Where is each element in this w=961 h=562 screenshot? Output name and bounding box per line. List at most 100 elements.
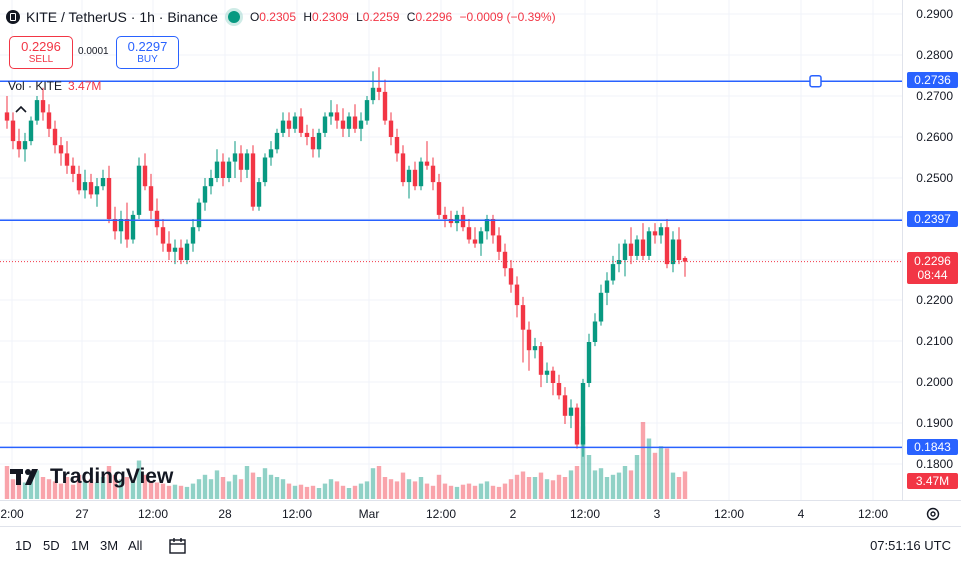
candle-body bbox=[172, 247, 178, 252]
tradingview-logo-text: TradingView bbox=[50, 465, 174, 488]
candle-body bbox=[262, 157, 268, 183]
tradingview-logo[interactable]: TradingView bbox=[10, 465, 173, 489]
volume-bar bbox=[250, 472, 256, 499]
candle-body bbox=[52, 128, 58, 146]
volume-bar bbox=[166, 485, 172, 499]
symbol-legend: KITE / TetherUS · 1h · Binance O0.2305 H… bbox=[6, 9, 560, 25]
symbol-title[interactable]: KITE / TetherUS · 1h · Binance bbox=[26, 9, 218, 25]
candle-body bbox=[634, 239, 640, 256]
candle-body bbox=[430, 165, 436, 183]
volume-bar bbox=[232, 474, 238, 499]
candle-body bbox=[418, 161, 424, 187]
volume-bar bbox=[328, 479, 334, 499]
line-drag-handle[interactable] bbox=[809, 74, 822, 88]
date-range-calendar-icon[interactable] bbox=[168, 537, 188, 555]
candle-body bbox=[76, 173, 82, 191]
candle-body bbox=[70, 165, 76, 174]
collapse-legend-button[interactable] bbox=[12, 100, 30, 118]
candle-body bbox=[304, 132, 310, 137]
candle-body bbox=[82, 182, 88, 191]
candle-body bbox=[406, 169, 412, 183]
candle-body bbox=[214, 161, 220, 178]
candle-body bbox=[160, 227, 166, 244]
bottom-toolbar: 1D 5D 1M 3M All 07:51:16 UTC bbox=[0, 526, 961, 562]
candle-body bbox=[454, 214, 460, 224]
low-value: 0.2259 bbox=[362, 10, 400, 24]
volume-bar bbox=[640, 422, 646, 499]
market-open-icon bbox=[227, 11, 240, 23]
settings-gear-icon[interactable] bbox=[924, 506, 942, 522]
line-price-label-top[interactable]: 0.2736 bbox=[907, 72, 958, 88]
sell-button[interactable]: 0.2296 SELL bbox=[9, 36, 73, 69]
price-axis[interactable]: 0.2900 0.2800 0.2700 0.2600 0.2500 0.220… bbox=[902, 0, 961, 500]
volume-bar bbox=[652, 452, 658, 499]
volume-bar bbox=[358, 483, 364, 499]
candle-body bbox=[220, 161, 226, 178]
buy-price: 0.2297 bbox=[127, 39, 168, 54]
bar-countdown: 08:44 bbox=[917, 268, 948, 282]
volume-bar bbox=[70, 484, 76, 499]
price-tick: 0.2900 bbox=[916, 7, 953, 21]
candle-body bbox=[124, 219, 130, 240]
candle-body bbox=[280, 120, 286, 133]
candle-body bbox=[676, 239, 682, 260]
candle-body bbox=[112, 219, 118, 232]
chart-area[interactable]: KITE / TetherUS · 1h · Binance O0.2305 H… bbox=[0, 0, 902, 500]
volume-bar bbox=[424, 483, 430, 499]
candle-body bbox=[58, 145, 64, 154]
candle-body bbox=[268, 149, 274, 158]
range-1m-button[interactable]: 1M bbox=[71, 538, 90, 553]
volume-bar bbox=[658, 446, 664, 499]
time-axis[interactable]: 2:00 27 12:00 28 12:00 Mar 12:00 2 12:00… bbox=[0, 500, 961, 527]
volume-bar bbox=[88, 479, 94, 499]
volume-bar bbox=[394, 481, 400, 499]
volume-bar bbox=[58, 483, 64, 499]
candle-body bbox=[334, 112, 340, 121]
volume-bar bbox=[550, 480, 556, 499]
candle-body bbox=[232, 153, 238, 162]
low-label: L bbox=[356, 10, 363, 24]
time-tick: 3 bbox=[653, 507, 661, 521]
tradingview-logo-icon bbox=[10, 469, 38, 485]
candle-body bbox=[118, 219, 124, 232]
volume-bar bbox=[124, 477, 130, 499]
candle-body bbox=[142, 165, 148, 187]
volume-axis-label: 3.47M bbox=[907, 473, 958, 489]
candle-body bbox=[106, 178, 112, 219]
candle-body bbox=[4, 112, 10, 121]
volume-bar bbox=[364, 481, 370, 499]
volume-bar bbox=[214, 470, 220, 499]
price-tick: 0.2000 bbox=[916, 375, 953, 389]
sell-label: SELL bbox=[28, 54, 54, 65]
volume-bar bbox=[226, 481, 232, 499]
volume-bar bbox=[238, 479, 244, 499]
candlestick-chart[interactable] bbox=[0, 0, 902, 500]
buy-button[interactable]: 0.2297 BUY bbox=[116, 36, 179, 69]
range-3m-button[interactable]: 3M bbox=[100, 538, 119, 553]
time-tick: 4 bbox=[797, 507, 805, 521]
volume-bar bbox=[508, 479, 514, 499]
volume-legend[interactable]: Vol · KITE 3.47M bbox=[8, 79, 101, 93]
candle-body bbox=[478, 231, 484, 244]
candle-body bbox=[46, 112, 52, 129]
volume-bar bbox=[526, 477, 532, 499]
close-value: 0.2296 bbox=[415, 10, 453, 24]
candle-body bbox=[292, 116, 298, 129]
candle-body bbox=[346, 116, 352, 129]
time-tick: 2:00 bbox=[0, 507, 24, 521]
range-5d-button[interactable]: 5D bbox=[43, 538, 60, 553]
range-all-button[interactable]: All bbox=[128, 538, 143, 553]
candle-body bbox=[286, 120, 292, 129]
volume-bar bbox=[10, 479, 16, 499]
candle-body bbox=[154, 210, 160, 228]
candle-body bbox=[646, 231, 652, 256]
utc-clock[interactable]: 07:51:16 UTC bbox=[870, 538, 951, 553]
range-1d-button[interactable]: 1D bbox=[15, 538, 32, 553]
candle-body bbox=[442, 214, 448, 219]
line-price-label-mid[interactable]: 0.2397 bbox=[907, 211, 958, 227]
candle-body bbox=[502, 251, 508, 269]
line-price-label-bottom[interactable]: 0.1843 bbox=[907, 439, 958, 455]
candle-body bbox=[526, 329, 532, 351]
candle-body bbox=[490, 219, 496, 236]
high-value: 0.2309 bbox=[312, 10, 349, 24]
